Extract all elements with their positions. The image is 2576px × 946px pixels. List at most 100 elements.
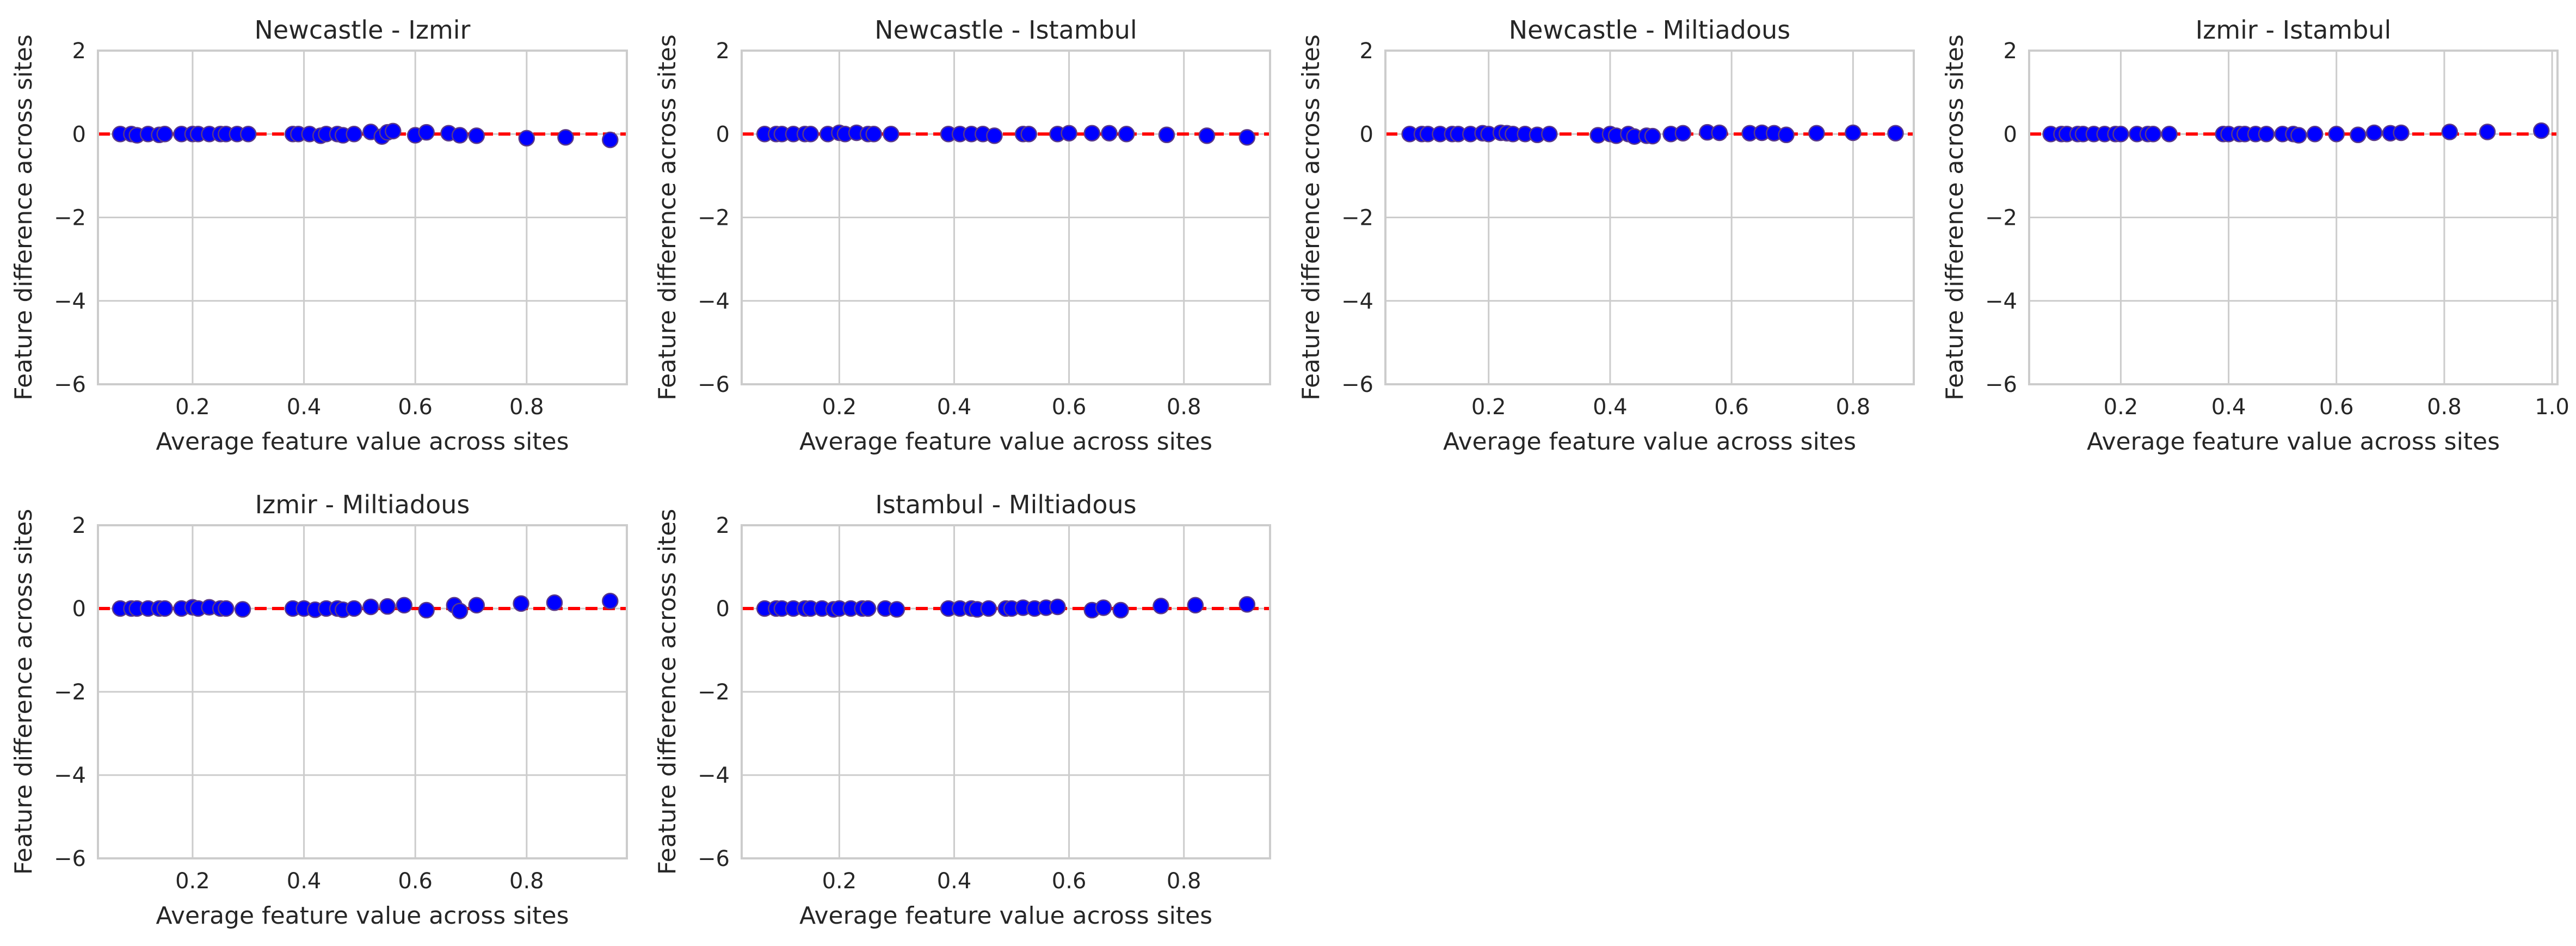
y-tick-label: −4 bbox=[698, 289, 730, 314]
x-tick-label: 0.4 bbox=[287, 869, 322, 894]
y-tick-label: −2 bbox=[1985, 206, 2017, 231]
x-tick-label: 0.8 bbox=[1167, 395, 1201, 420]
x-axis-label: Average feature value across sites bbox=[2087, 428, 2500, 456]
data-point bbox=[156, 600, 174, 617]
data-point bbox=[2441, 124, 2458, 140]
axes-frame bbox=[1384, 50, 1915, 385]
y-tick-label: −6 bbox=[54, 846, 86, 871]
data-point bbox=[1158, 126, 1175, 144]
data-point bbox=[2533, 122, 2550, 139]
data-point bbox=[2306, 126, 2324, 143]
x-tick-label: 1.0 bbox=[2535, 395, 2569, 420]
data-point bbox=[2479, 124, 2496, 140]
x-tick-label: 0.8 bbox=[2427, 395, 2462, 420]
subplot-4: 0.2 0.4 0.6 0.8 1.0 −6 −4 −2 0 2 Izmir - Istambul A… bbox=[1941, 15, 2569, 456]
axes-frame bbox=[741, 50, 1271, 385]
data-point bbox=[1238, 129, 1256, 146]
axes-frame bbox=[97, 524, 628, 859]
data-point bbox=[2112, 126, 2129, 143]
y-tick-label: −4 bbox=[1985, 289, 2017, 314]
y-axis-label: Feature difference across sites bbox=[1297, 34, 1325, 401]
data-point bbox=[1118, 126, 1135, 143]
x-tick-label: 0.2 bbox=[175, 869, 210, 894]
x-axis-label: Average feature value across sites bbox=[156, 428, 569, 456]
subplot-5: 0.2 0.4 0.6 0.8 −6 −4 −2 0 2 Izmir - Miltiadous Av… bbox=[10, 490, 628, 930]
x-tick-label: 0.4 bbox=[2211, 395, 2246, 420]
y-tick-label: 0 bbox=[716, 122, 730, 147]
data-point bbox=[802, 126, 819, 143]
data-point bbox=[1808, 125, 1825, 142]
data-point bbox=[418, 124, 435, 141]
y-tick-label: −2 bbox=[1341, 206, 1373, 231]
x-axis-label: Average feature value across sites bbox=[1443, 428, 1856, 456]
data-point bbox=[451, 603, 469, 619]
data-point bbox=[602, 592, 619, 610]
data-point bbox=[418, 601, 435, 619]
chart-title: Newcastle - Miltiadous bbox=[1509, 15, 1790, 45]
axes-frame bbox=[741, 524, 1271, 859]
x-tick-label: 0.2 bbox=[175, 395, 210, 420]
x-tick-label: 0.8 bbox=[509, 869, 544, 894]
y-tick-label: −6 bbox=[54, 372, 86, 397]
y-tick-label: −4 bbox=[54, 763, 86, 788]
data-point bbox=[468, 127, 485, 144]
y-tick-label: −2 bbox=[698, 680, 730, 705]
x-axis-label: Average feature value across sites bbox=[799, 428, 1212, 456]
subplot-3: 0.2 0.4 0.6 0.8 −6 −4 −2 0 2 Newcastle - Miltiado… bbox=[1297, 15, 1915, 456]
data-point bbox=[1778, 126, 1795, 144]
data-point bbox=[156, 126, 174, 143]
y-tick-label: −2 bbox=[54, 680, 86, 705]
y-tick-label: 2 bbox=[1360, 39, 1373, 64]
data-point bbox=[2328, 126, 2345, 143]
data-point bbox=[1049, 598, 1066, 616]
y-tick-label: 0 bbox=[2004, 122, 2017, 147]
y-tick-label: 0 bbox=[1360, 122, 1373, 147]
data-point bbox=[602, 131, 619, 149]
data-point bbox=[1238, 596, 1256, 613]
subplot-1: 0.2 0.4 0.6 0.8 −6 −4 −2 0 2 Newcastle - Izmir Ave… bbox=[10, 15, 628, 456]
data-point bbox=[1153, 598, 1169, 615]
x-tick-label: 0.6 bbox=[1714, 395, 1749, 420]
x-axis-label: Average feature value across sites bbox=[156, 902, 569, 930]
data-point bbox=[346, 126, 362, 143]
x-axis-label: Average feature value across sites bbox=[799, 902, 1212, 930]
data-point bbox=[1112, 601, 1129, 619]
data-point bbox=[2161, 126, 2178, 143]
data-point bbox=[859, 600, 877, 617]
y-axis-label: Feature difference across sites bbox=[654, 34, 681, 401]
data-point bbox=[1061, 125, 1077, 142]
x-tick-label: 0.8 bbox=[1167, 869, 1201, 894]
data-point bbox=[1198, 127, 1216, 144]
axes-frame bbox=[2028, 50, 2559, 385]
data-point bbox=[546, 594, 563, 611]
x-tick-label: 0.6 bbox=[2319, 395, 2354, 420]
data-point bbox=[1187, 597, 1204, 614]
data-point bbox=[2290, 127, 2307, 144]
data-point bbox=[2144, 126, 2162, 143]
y-tick-label: 2 bbox=[716, 513, 730, 538]
x-tick-label: 0.4 bbox=[287, 395, 322, 420]
y-axis-label: Feature difference across sites bbox=[10, 509, 38, 875]
x-tick-label: 0.8 bbox=[509, 395, 544, 420]
x-tick-label: 0.4 bbox=[937, 869, 972, 894]
x-tick-label: 0.8 bbox=[1836, 395, 1871, 420]
data-point bbox=[557, 129, 574, 146]
y-tick-label: 0 bbox=[716, 597, 730, 622]
data-point bbox=[385, 122, 402, 140]
y-tick-label: 2 bbox=[716, 39, 730, 64]
y-axis-label: Feature difference across sites bbox=[654, 509, 681, 875]
data-point bbox=[2365, 124, 2383, 142]
chart-title: Newcastle - Istambul bbox=[874, 15, 1137, 45]
y-tick-label: −6 bbox=[698, 846, 730, 871]
x-tick-label: 0.4 bbox=[937, 395, 972, 420]
data-point bbox=[218, 600, 235, 617]
y-axis-label: Feature difference across sites bbox=[10, 34, 38, 401]
data-point bbox=[1101, 125, 1118, 142]
chart-title: Izmir - Istambul bbox=[2196, 15, 2392, 45]
y-tick-label: 0 bbox=[72, 122, 86, 147]
data-point bbox=[2258, 126, 2275, 143]
chart-title: Newcastle - Izmir bbox=[255, 15, 471, 45]
data-point bbox=[1541, 126, 1558, 143]
y-tick-label: −6 bbox=[1341, 372, 1373, 397]
